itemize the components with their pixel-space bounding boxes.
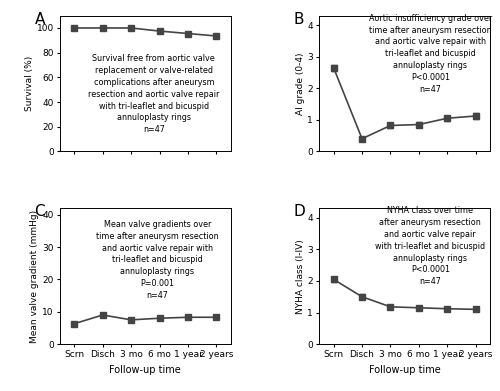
X-axis label: Follow-up time: Follow-up time xyxy=(369,365,440,375)
Text: C: C xyxy=(34,204,45,219)
Y-axis label: AI grade (0-4): AI grade (0-4) xyxy=(296,52,304,115)
Text: D: D xyxy=(294,204,306,219)
Y-axis label: Survival (%): Survival (%) xyxy=(24,56,34,111)
Text: Mean valve gradients over
time after aneurysm resection
and aortic valve repair : Mean valve gradients over time after ane… xyxy=(96,220,218,300)
Text: NYHA class over time
after aneurysm resection
and aortic valve repair
with tri-l: NYHA class over time after aneurysm rese… xyxy=(375,206,486,286)
Text: Survival free from aortic valve
replacement or valve-related
complications after: Survival free from aortic valve replacem… xyxy=(88,54,220,134)
Y-axis label: NYHA class (I-IV): NYHA class (I-IV) xyxy=(296,239,304,314)
Y-axis label: Mean valve gradient (mmHg): Mean valve gradient (mmHg) xyxy=(30,210,40,343)
Text: Aortic insufficiency grade over
time after aneurysm resection
and aortic valve r: Aortic insufficiency grade over time aft… xyxy=(368,14,492,93)
Text: A: A xyxy=(34,12,45,27)
X-axis label: Follow-up time: Follow-up time xyxy=(110,365,181,375)
Text: B: B xyxy=(294,12,304,27)
